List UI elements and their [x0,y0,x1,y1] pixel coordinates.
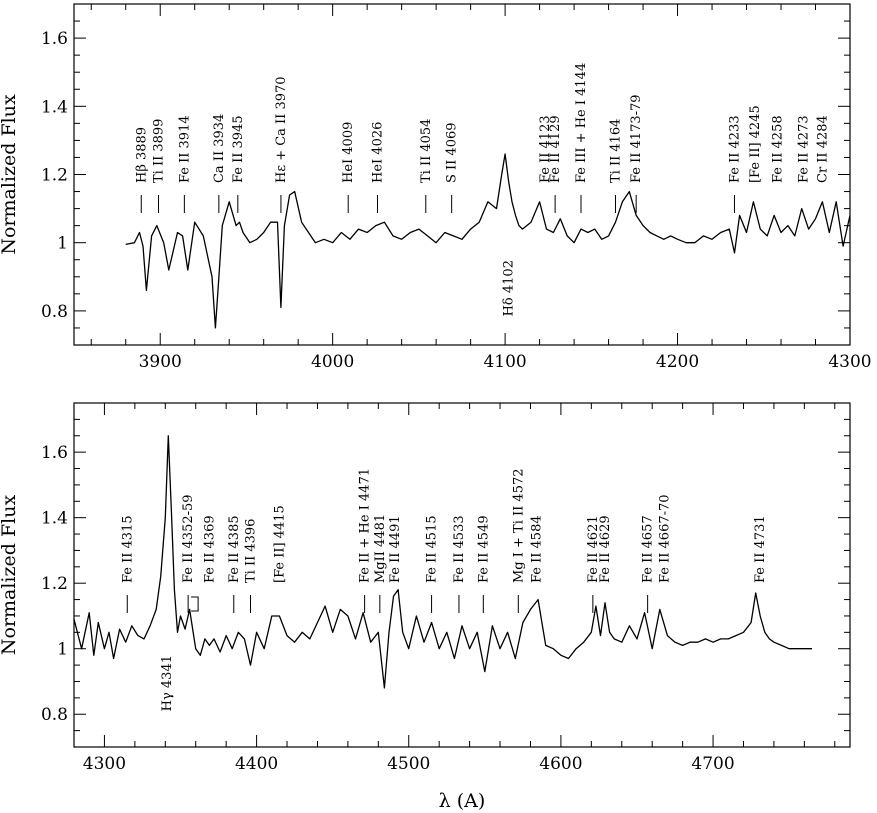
line-id-label: Fe II + He I 4471 [358,468,373,583]
line-id-label: Fe II 3945 [231,115,246,183]
line-id-label: Ti II 4054 [419,119,434,183]
y-tick-label: 1 [57,234,68,254]
line-id-label: Fe II 4369 [202,515,217,583]
x-tick-label: 3900 [139,352,182,372]
line-id-label: Fe II 4667-70 [657,494,672,583]
line-id-label: Fe II 4629 [598,515,613,583]
plot-frame [73,402,851,748]
y-tick-label: 1.2 [41,574,68,594]
y-tick-label: 0.8 [41,705,68,725]
spectrum-series-line [125,153,850,329]
line-id-label-below: Hδ 4102 [502,260,517,316]
chart-panel-bottom: 4300 4400 4500 4600 4700 0.8 1 1.2 1.4 1.6 Normali… [0,402,851,812]
line-id-label: Fe II 3914 [177,115,192,183]
y-axis-title: Normalized Flux [0,495,20,656]
y-tick-label: 0.8 [41,302,68,322]
line-id-label: Ti II 4396 [244,519,259,583]
line-id-label: Fe II 4385 [227,515,242,583]
line-id-label: [Fe II] 4245 [748,105,763,183]
x-axis-title: λ (A) [439,790,486,812]
x-tick-label: 4200 [656,352,699,372]
y-tick-label: 1.4 [41,509,68,529]
line-id-label: Ca II 3934 [212,114,227,183]
line-id-label: Fe II 4273 [796,115,811,183]
line-id-label: Fe II 4657 [641,515,656,583]
line-id-label: Hε + Ca II 3970 [274,76,289,183]
x-tick-label: 4100 [483,352,526,372]
y-tick-label: 1 [57,640,68,660]
x-tick-label: 4300 [828,352,871,372]
x-tick-label: 4500 [387,754,430,774]
line-id-label: S II 4069 [445,122,460,183]
line-id-label: Fe II 4123 [538,115,553,183]
line-id-label: Fe II 4352-59 [181,494,196,583]
line-id-label: Fe II 4258 [771,115,786,183]
line-id-label: Fe II 4233 [727,115,742,183]
line-id-label: Hβ 3889 [134,127,149,183]
x-tick-label: 4300 [83,754,126,774]
line-id-label: Fe II 4533 [452,515,467,583]
line-id-label: Fe III + He I 4144 [574,63,589,183]
line-id-label: Fe II 4584 [530,515,545,583]
line-id-label: Fe II 4315 [120,515,135,583]
line-id-label: Mg I + Ti II 4572 [511,468,526,583]
line-id-label-below: Hγ 4341 [160,655,175,711]
line-id-label: Fe II 4731 [753,515,768,583]
y-tick-label: 1.6 [41,29,68,49]
line-id-label: Fe II 4491 [388,515,403,583]
line-id-label: Ti II 4164 [608,119,623,183]
x-tick-label: 4400 [235,754,278,774]
x-tick-label: 4700 [691,754,734,774]
line-id-label: Ti II 3899 [151,119,166,183]
line-id-label: Cr II 4284 [815,115,830,183]
line-id-label: HeI 4009 [341,122,356,183]
line-id-bracket [191,596,199,612]
line-id-label: Fe II 4129 [548,115,563,183]
y-tick-label: 1.6 [41,443,68,463]
line-id-label: Fe II 4621 [586,515,601,583]
y-tick-label: 1.4 [41,97,68,117]
y-tick-label: 1.2 [41,166,68,186]
line-id-label: [Fe II] 4415 [272,505,287,583]
line-id-label: Fe II 4515 [425,515,440,583]
line-id-label: Fe II 4173-79 [629,94,644,183]
y-axis-title: Normalized Flux [0,94,20,255]
chart-panel-top: 3900 4000 4100 4200 4300 0.8 1 1.2 1.4 1.6 Normali… [0,3,872,372]
spectrum-series-line [74,435,812,689]
line-id-label: MgII 4481 [373,514,388,583]
x-tick-label: 4600 [539,754,582,774]
x-tick-label: 4000 [311,352,354,372]
line-id-label: Fe II 4549 [476,515,491,583]
line-id-label: HeI 4026 [371,122,386,183]
